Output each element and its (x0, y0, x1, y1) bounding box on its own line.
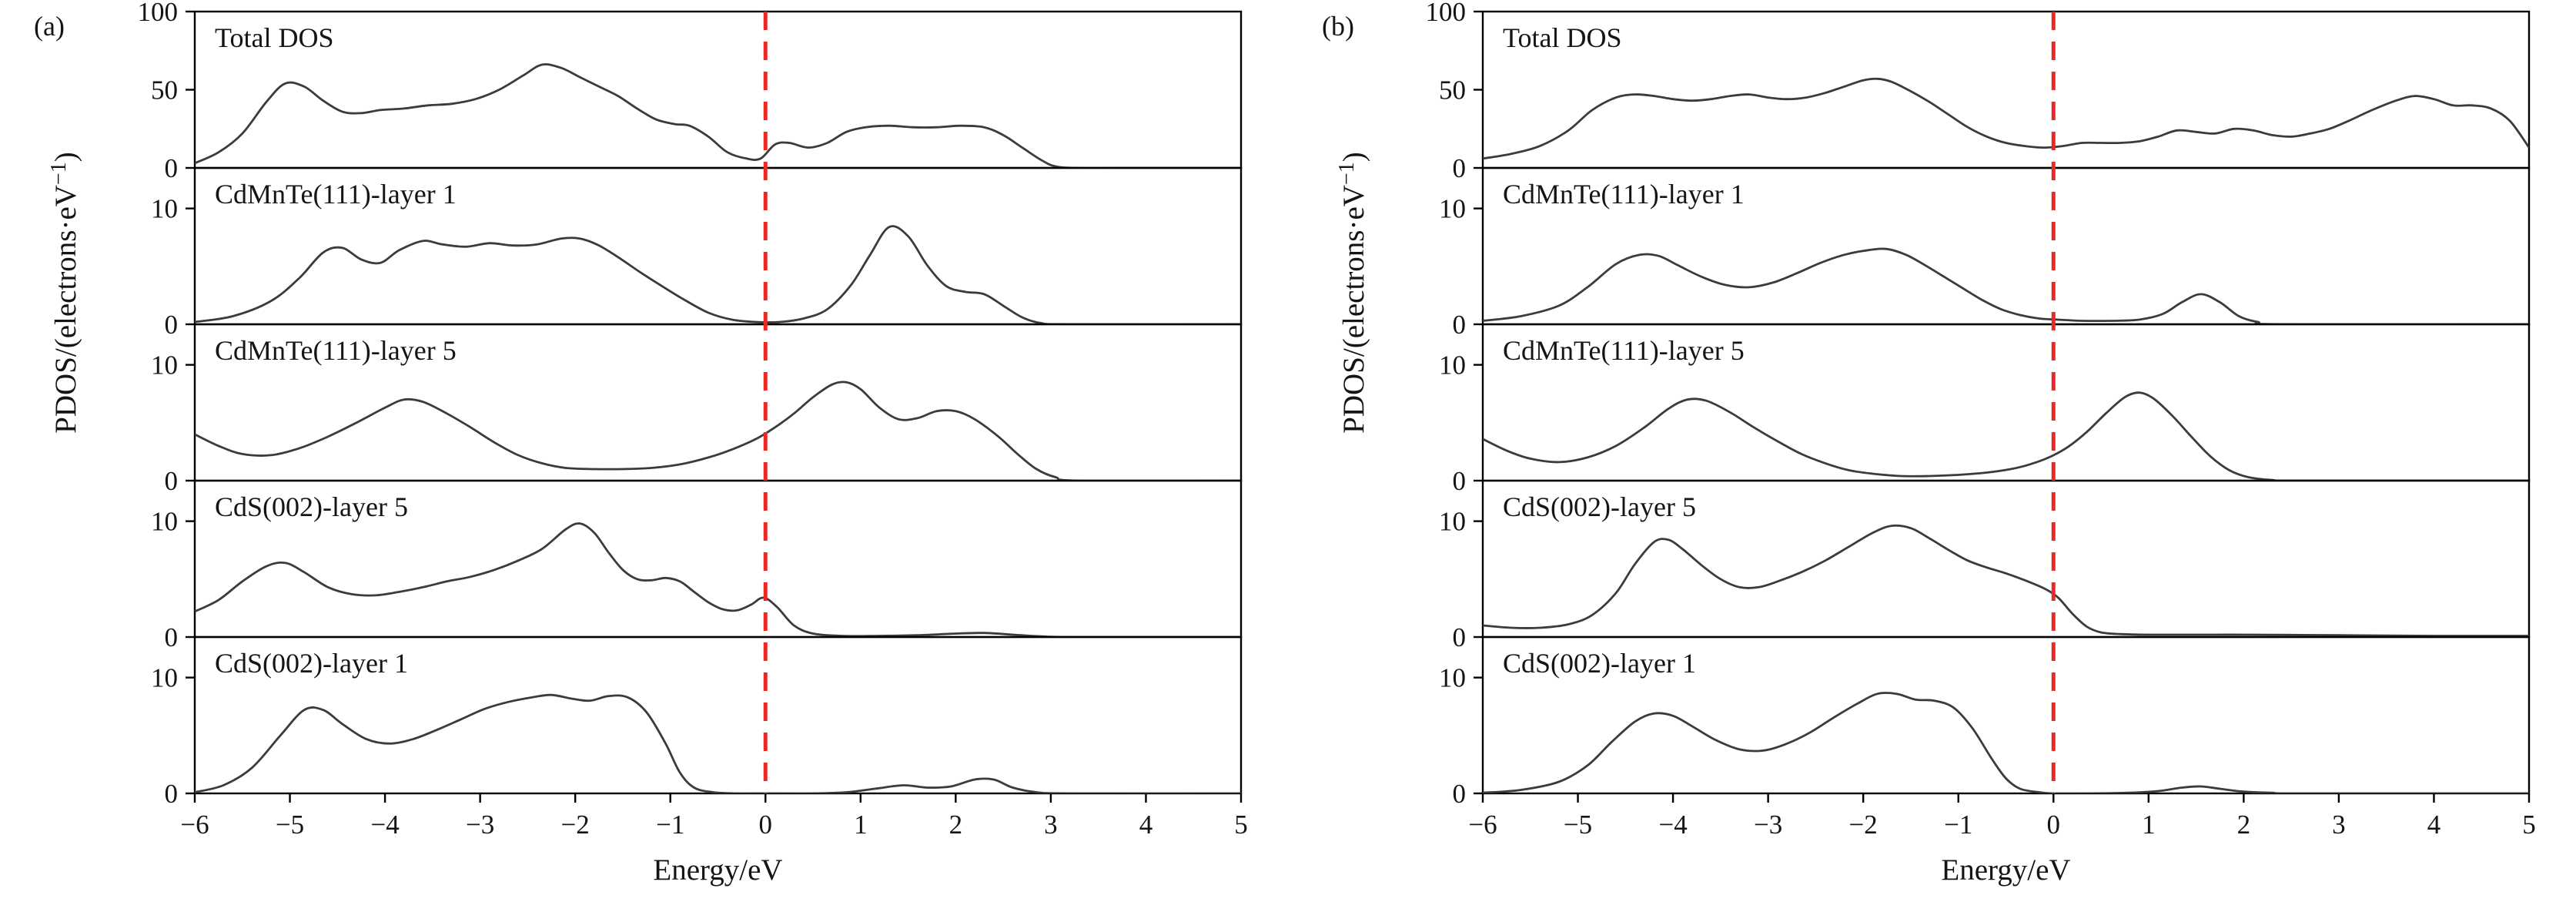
dos-curve (195, 693, 1241, 793)
x-tick-label: −4 (1658, 810, 1687, 840)
dos-curve (1483, 692, 2529, 793)
x-tick-label: 3 (1044, 810, 1058, 840)
subplot-title: CdMnTe(111)-layer 5 (215, 335, 457, 366)
dos-curve (195, 225, 1241, 324)
x-tick-label: 4 (2427, 810, 2441, 840)
dos-curve (1483, 524, 2529, 637)
subplot-title: CdMnTe(111)-layer 1 (215, 179, 457, 210)
subplot-title: CdS(002)-layer 5 (1503, 491, 1696, 522)
x-tick-label: −6 (1468, 810, 1497, 840)
x-tick-label: −2 (561, 810, 590, 840)
dos-curve (1483, 247, 2529, 324)
panel-a: (a) PDOS/(electrons·eV−1) Energy/eV 0 50 100 T… (34, 0, 1248, 887)
x-tick-label: 5 (2522, 810, 2536, 840)
x-tick-label: −6 (180, 810, 209, 840)
panel-a-svg: (a)PDOS/(electrons·eV−1)Energy/eV050100T… (34, 0, 1248, 887)
y-tick-label: 10 (1439, 507, 1466, 537)
x-axis-label: Energy/eV (1941, 853, 2070, 887)
subplot-title: Total DOS (1503, 22, 1621, 53)
y-tick-label: 100 (1426, 0, 1467, 27)
y-tick-label: 0 (1453, 779, 1467, 809)
subplot-title: CdMnTe(111)-layer 5 (1503, 335, 1745, 366)
x-tick-label: −3 (466, 810, 494, 840)
y-tick-label: 0 (165, 466, 179, 496)
subplot-title: CdS(002)-layer 1 (215, 648, 408, 679)
y-tick-label: 10 (151, 663, 178, 693)
x-tick-label: 4 (1139, 810, 1153, 840)
subplot-title: CdS(002)-layer 1 (1503, 648, 1696, 679)
y-tick-label: 10 (151, 350, 178, 381)
y-tick-label: 0 (165, 779, 179, 809)
y-tick-label: 10 (151, 194, 178, 224)
x-tick-label: −3 (1754, 810, 1782, 840)
panel-b: (b) PDOS/(electrons·eV−1) Energy/eV 0 50 100 T… (1288, 0, 2576, 902)
y-tick-label: 50 (151, 75, 178, 106)
y-tick-label: 10 (1439, 194, 1466, 224)
panel-label: (b) (1322, 11, 1354, 42)
dos-curve (195, 381, 1241, 481)
x-tick-label: 2 (949, 810, 963, 840)
y-tick-label: 10 (1439, 663, 1466, 693)
subplot-title: CdMnTe(111)-layer 1 (1503, 179, 1745, 210)
subplot-title: CdS(002)-layer 5 (215, 491, 408, 522)
y-tick-label: 0 (165, 153, 179, 183)
subplot-frame (1481, 635, 2531, 795)
y-tick-label: 0 (165, 622, 179, 652)
x-tick-label: −1 (656, 810, 684, 840)
x-tick-label: 2 (2237, 810, 2251, 840)
x-tick-label: −5 (276, 810, 304, 840)
x-tick-label: −1 (1944, 810, 1972, 840)
x-tick-label: 1 (854, 810, 868, 840)
x-tick-label: −4 (370, 810, 399, 840)
y-tick-label: 50 (1439, 75, 1466, 106)
panel-b-svg: (b)PDOS/(electrons·eV−1)Energy/eV050100T… (1322, 0, 2536, 887)
x-tick-label: 1 (2142, 810, 2156, 840)
dos-curve (195, 63, 1241, 168)
x-tick-label: −5 (1564, 810, 1592, 840)
x-tick-label: 0 (2047, 810, 2061, 840)
x-tick-label: 3 (2332, 810, 2346, 840)
x-tick-label: 0 (759, 810, 773, 840)
y-tick-label: 0 (1453, 310, 1467, 340)
y-tick-label: 100 (138, 0, 179, 27)
y-tick-label: 0 (1453, 466, 1467, 496)
subplot-title: Total DOS (215, 22, 333, 53)
y-tick-label: 0 (1453, 622, 1467, 652)
dos-curve (195, 522, 1241, 637)
y-axis-label: PDOS/(electrons·eV−1) (1335, 152, 1370, 434)
y-tick-label: 0 (165, 310, 179, 340)
dos-curve (1483, 77, 2529, 160)
y-tick-label: 0 (1453, 153, 1467, 183)
y-tick-label: 10 (151, 507, 178, 537)
x-tick-label: 5 (1234, 810, 1248, 840)
subplot-frame (1481, 10, 2531, 169)
y-tick-label: 10 (1439, 350, 1466, 381)
dos-curve (1483, 391, 2529, 481)
panel-label: (a) (34, 11, 65, 42)
x-axis-label: Energy/eV (653, 853, 782, 887)
x-tick-label: −2 (1849, 810, 1878, 840)
y-axis-label: PDOS/(electrons·eV−1) (47, 152, 82, 434)
